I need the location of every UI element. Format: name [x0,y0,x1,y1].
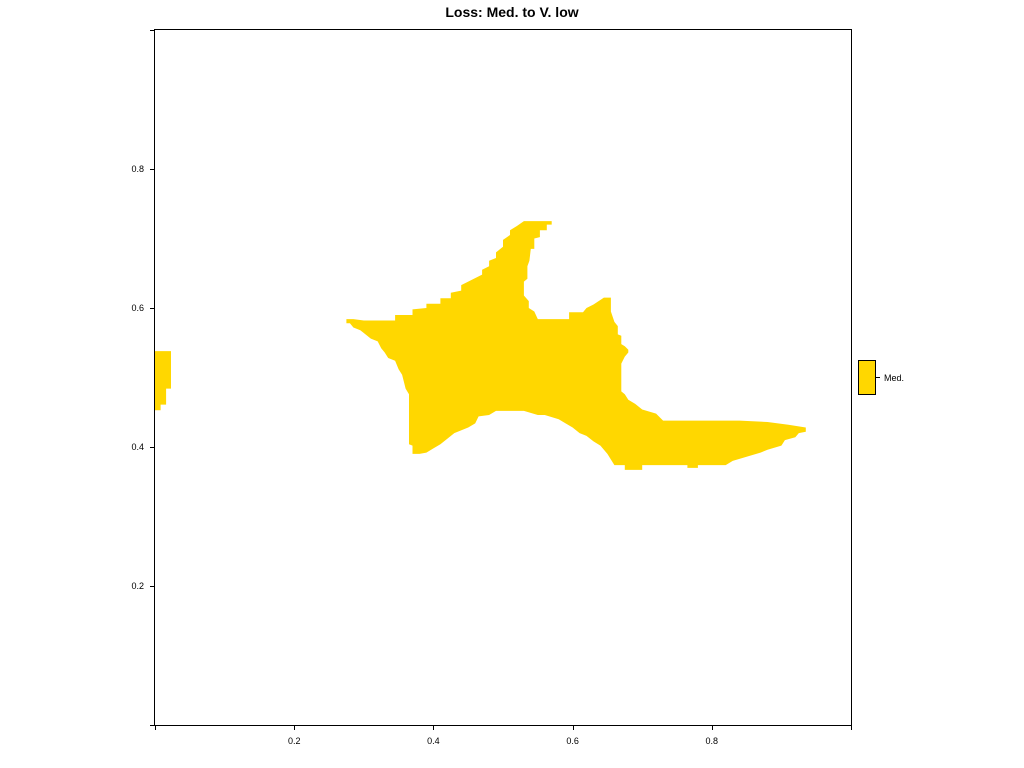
x-tick-label: 0.4 [427,736,440,746]
y-tick-label: 0.2 [131,581,144,591]
legend: Med. [858,360,904,395]
plot-frame [154,29,852,726]
x-tick-label: 0.6 [566,736,579,746]
y-tick-label: 0.6 [131,303,144,313]
plot-regions [155,221,806,470]
chart-title: Loss: Med. to V. low [445,4,578,20]
region-1 [346,221,806,470]
y-tick-label: 0.4 [131,442,144,452]
x-tick-label: 0.2 [288,736,301,746]
x-axis: 0.2 0.4 0.6 0.8 [155,725,852,746]
legend-swatch [858,360,876,395]
legend-label: Med. [884,373,904,383]
x-tick-label: 0.8 [706,736,719,746]
y-axis: 0.2 0.4 0.6 0.8 [131,30,155,726]
y-tick-label: 0.8 [131,164,144,174]
region-0 [155,351,171,411]
